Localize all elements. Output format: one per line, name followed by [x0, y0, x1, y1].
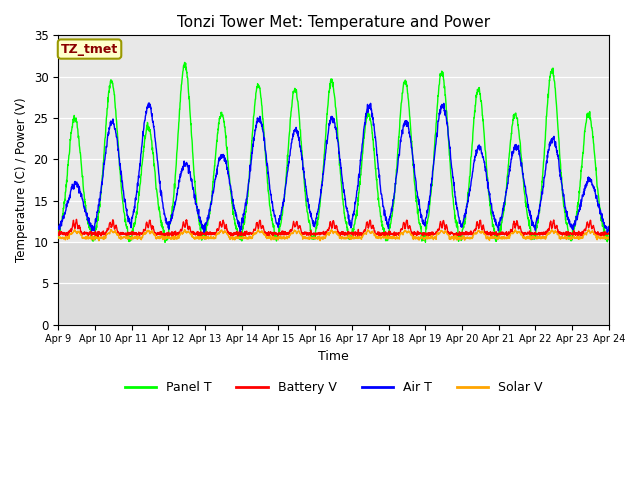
Bar — [58, 36, 609, 242]
Solar V — [572, 235, 580, 240]
Line: Air T: Air T — [58, 103, 609, 232]
Battery V — [54, 231, 62, 237]
Panel T — [54, 232, 62, 238]
Battery V — [94, 235, 102, 240]
Air T — [200, 229, 208, 235]
Text: TZ_tmet: TZ_tmet — [61, 43, 118, 56]
Panel T — [209, 188, 216, 194]
Battery V — [557, 231, 564, 237]
Solar V — [350, 236, 358, 241]
Battery V — [73, 216, 81, 222]
Panel T — [572, 215, 580, 221]
Line: Battery V: Battery V — [58, 219, 609, 238]
Panel T — [557, 162, 564, 168]
Air T — [605, 224, 612, 229]
Solar V — [54, 235, 62, 240]
Solar V — [605, 234, 612, 240]
Y-axis label: Temperature (C) / Power (V): Temperature (C) / Power (V) — [15, 97, 28, 262]
Air T — [54, 224, 62, 230]
Battery V — [362, 226, 369, 231]
Panel T — [494, 234, 502, 240]
Panel T — [605, 237, 612, 242]
Solar V — [557, 236, 564, 242]
Legend: Panel T, Battery V, Air T, Solar V: Panel T, Battery V, Air T, Solar V — [120, 376, 547, 399]
Panel T — [350, 227, 358, 233]
Air T — [362, 114, 369, 120]
Panel T — [181, 60, 189, 65]
Battery V — [350, 230, 358, 236]
Air T — [145, 100, 153, 106]
Panel T — [362, 120, 369, 126]
Line: Solar V: Solar V — [58, 229, 609, 240]
Air T — [557, 176, 564, 182]
Solar V — [95, 238, 103, 243]
X-axis label: Time: Time — [318, 350, 349, 363]
Battery V — [494, 230, 502, 236]
Line: Panel T: Panel T — [58, 62, 609, 242]
Solar V — [494, 237, 502, 242]
Solar V — [209, 236, 216, 241]
Air T — [572, 218, 580, 224]
Battery V — [572, 231, 580, 237]
Air T — [494, 224, 502, 229]
Battery V — [209, 230, 216, 236]
Solar V — [362, 230, 369, 236]
Panel T — [161, 240, 169, 245]
Air T — [209, 192, 216, 198]
Solar V — [181, 227, 189, 232]
Air T — [350, 212, 358, 218]
Title: Tonzi Tower Met: Temperature and Power: Tonzi Tower Met: Temperature and Power — [177, 15, 490, 30]
Battery V — [605, 231, 612, 237]
